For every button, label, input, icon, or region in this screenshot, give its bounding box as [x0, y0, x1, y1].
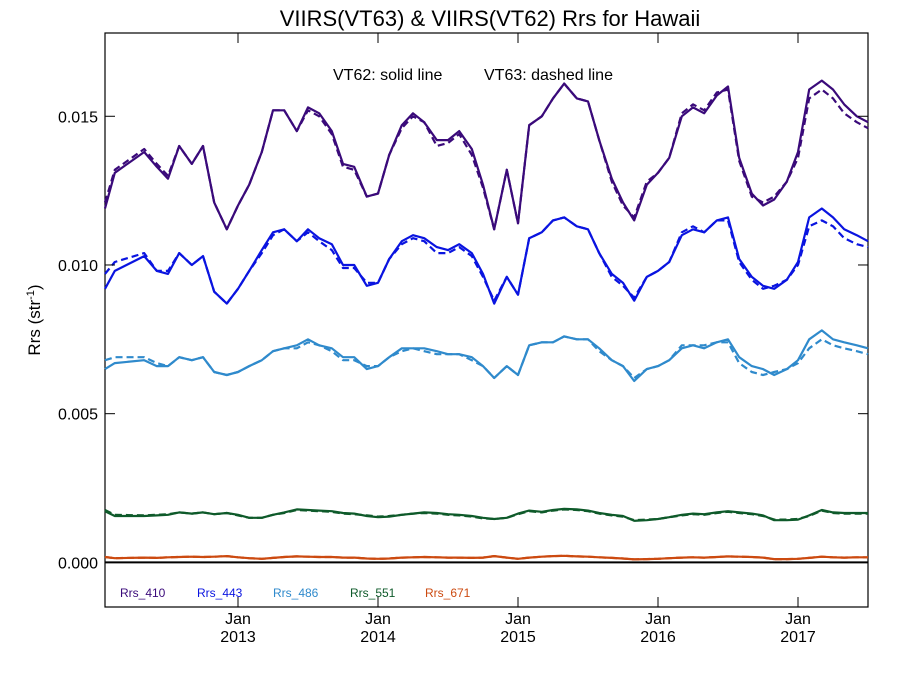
- y-tick-label: 0.005: [58, 407, 98, 424]
- legend-entry-rrs-551: Rrs_551: [350, 586, 396, 600]
- x-tick-label-year: 2017: [780, 629, 816, 646]
- series-line-rrs-410-vt62: [103, 79, 869, 231]
- annotation-solid: VT62: solid line: [333, 67, 442, 84]
- legend-entry-rrs-671: Rrs_671: [425, 586, 471, 600]
- y-tick-label: 0.000: [58, 555, 98, 572]
- x-tick-label-year: 2014: [360, 629, 396, 646]
- series-line-rrs-486-vt62: [104, 329, 869, 383]
- y-tick-label: 0.015: [58, 109, 98, 126]
- y-axis-label-superscript: -1: [25, 290, 37, 300]
- x-tick-label-year: 2013: [220, 629, 256, 646]
- series-line-rrs-443-vt62: [104, 207, 869, 305]
- x-tick-label-month: Jan: [225, 611, 251, 628]
- legend-entry-rrs-486: Rrs_486: [273, 586, 319, 600]
- y-axis-label: Rrs (str-1): [25, 284, 44, 355]
- annotation-dashed: VT63: dashed line: [484, 67, 613, 84]
- legend-entry-rrs-410: Rrs_410: [120, 586, 166, 600]
- y-axis: 0.000 0.005 0.010 0.015: [58, 109, 868, 572]
- chart-title: VIIRS(VT63) & VIIRS(VT62) Rrs for Hawaii: [280, 6, 701, 31]
- series-line-rrs-551-vt62: [104, 507, 868, 522]
- x-tick-label-year: 2016: [640, 629, 676, 646]
- x-tick-label-month: Jan: [505, 611, 531, 628]
- x-tick-label-month: Jan: [365, 611, 391, 628]
- x-tick-label-month: Jan: [645, 611, 671, 628]
- series-line-rrs-486-vt63: [104, 335, 869, 380]
- series-line-rrs-410-vt63: [103, 82, 869, 231]
- series-layer: [103, 79, 869, 561]
- series-line-rrs-671-vt62: [104, 554, 868, 561]
- legend-entry-rrs-443: Rrs_443: [197, 586, 243, 600]
- y-tick-label: 0.010: [58, 258, 98, 275]
- x-tick-label-year: 2015: [500, 629, 536, 646]
- plot-frame: [104, 32, 869, 608]
- series-line-rrs-443-vt63: [104, 216, 869, 305]
- x-tick-label-month: Jan: [785, 611, 811, 628]
- y-axis-label-close: ): [25, 284, 44, 290]
- y-axis-label-main: Rrs (str: [25, 300, 44, 356]
- legend: Rrs_410 Rrs_443 Rrs_486 Rrs_551 Rrs_671: [120, 586, 471, 600]
